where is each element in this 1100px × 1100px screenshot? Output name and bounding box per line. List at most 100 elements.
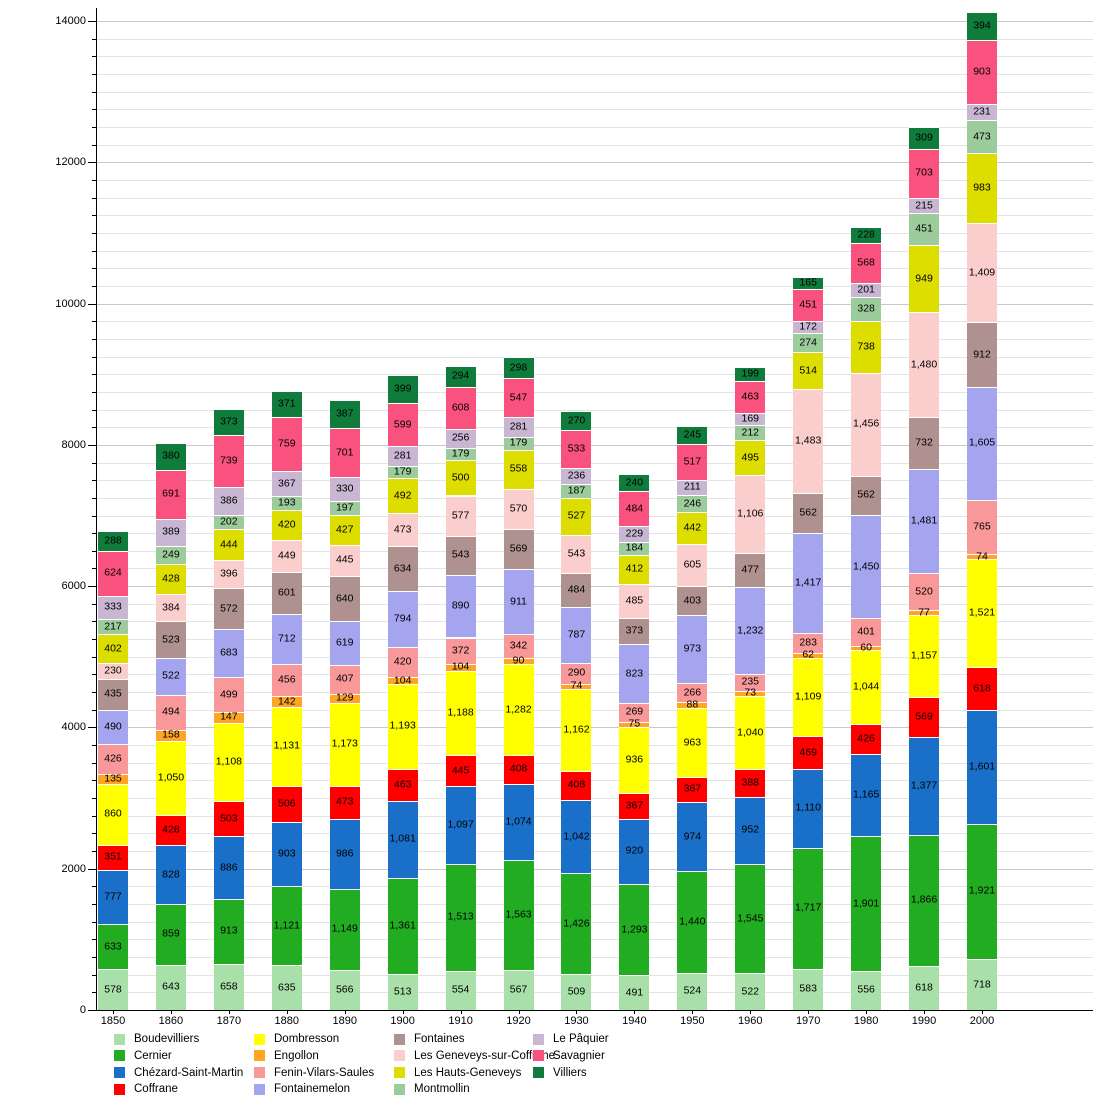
x-axis-label: 1970 [795,1015,821,1027]
bar-segment-label: 886 [220,861,238,874]
bar-segment-label: 712 [278,632,296,645]
bar-segment [793,769,824,848]
bar-segment-label: 1,417 [795,576,822,589]
bar-segment [793,968,824,1010]
bar-segment-label: 514 [799,364,817,377]
x-axis-tick [866,1010,868,1014]
bar-segment-label: 1,188 [447,706,474,719]
bar-segment [445,536,476,575]
bar-segment-label: 583 [799,982,817,995]
y-axis-minor-tick [92,91,96,93]
legend-label: Fontaines [414,1033,465,1045]
bar-segment [155,964,186,1010]
y-axis-tick [88,303,96,305]
bar-segment [98,869,128,925]
y-axis-minor-tick [92,851,96,853]
bar-segment [271,706,302,787]
bar-segment-label: 449 [278,549,296,562]
bar-segment-label: 936 [625,753,644,766]
bar-segment [966,710,997,824]
bar-segment-label: 408 [509,762,528,775]
legend-label: Savagnier [553,1049,605,1062]
gridline-minor [96,886,1093,888]
bar-segment [387,801,418,878]
gridline-minor [96,480,1093,482]
bar-segment-label: 608 [451,401,470,414]
y-axis-label: 8000 [61,438,86,451]
bar-segment [793,653,824,658]
bar-segment-label: 426 [857,732,875,745]
bar-segment [561,484,592,498]
bar-segment-label: 104 [393,674,412,687]
bar-segment [271,571,302,614]
bar-segment-label: 509 [567,985,586,998]
bar-segment-label: 912 [973,348,991,360]
bar-segment-label: 179 [393,465,412,478]
legend-swatch [114,1033,125,1045]
bar-segment-label: 60 [860,641,872,654]
y-axis-minor-tick [92,709,96,711]
bar-segment [98,924,128,970]
bar-segment [213,487,244,515]
bar-segment [677,802,708,872]
bar-segment [445,970,476,1010]
bar-segment [155,469,186,519]
legend-label: Les Geneveys-sur-Coffrane [414,1049,556,1062]
bar-segment [271,664,302,697]
bar-segment-label: 236 [567,469,586,482]
x-axis-label: 1980 [853,1015,879,1027]
bar-segment [735,769,766,797]
bar-segment-label: 402 [104,642,122,655]
bar-segment-label: 513 [393,985,412,998]
bar-segment [503,357,534,379]
bar-segment [213,588,244,629]
y-axis-label: 14000 [55,15,86,27]
bar-segment-label: 524 [683,984,702,997]
bar-segment-label: 558 [509,462,528,475]
gridline-minor [96,497,1093,499]
legend-swatch [254,1033,265,1045]
bar-segment [329,693,360,703]
bar-segment-label: 328 [857,302,875,315]
bar-segment [851,970,882,1010]
bar-segment-label: 73 [744,686,757,699]
gridline-minor [96,515,1093,517]
bar-segment [329,427,360,478]
bar-segment [735,475,766,554]
bar-segment [851,243,882,284]
bar-segment [561,497,592,535]
y-axis-minor-tick [92,409,96,411]
bar-segment-label: 828 [162,868,180,881]
bar-segment-label: 624 [104,566,122,579]
bar-segment [155,518,186,547]
bar-segment-label: 572 [220,602,238,615]
bar-segment-label: 1,108 [215,755,242,768]
legend-item: Montmollin [394,1083,470,1095]
x-axis-label: 1920 [506,1015,531,1027]
bar-segment [503,417,534,437]
gridline-minor [96,73,1093,75]
bar-segment [329,702,360,786]
gridline-major [96,868,1093,870]
bar-segment-label: 554 [451,983,470,996]
gridline-minor [96,639,1093,641]
bar-segment [387,768,418,802]
y-axis-minor-tick [92,992,96,994]
bar-segment [213,435,244,488]
gridline-minor [96,674,1093,676]
bar-segment-label: 547 [509,391,528,404]
bar-segment-label: 691 [162,487,180,500]
bar-segment [851,617,882,647]
x-axis-tick [170,1010,172,1014]
y-axis-minor-tick [92,109,96,111]
bar-segment [98,969,128,1010]
bar-segment [503,657,534,665]
bar-segment-label: 1,121 [273,919,300,932]
bar-segment-label: 1,282 [505,703,532,716]
y-axis-minor-tick [92,656,96,658]
bar-segment-label: 184 [625,541,644,554]
bar-segment-label: 1,456 [852,417,880,430]
bar-segment-label: 605 [683,558,702,571]
bar-segment-label: 473 [335,795,354,808]
x-axis-tick [286,1010,288,1014]
